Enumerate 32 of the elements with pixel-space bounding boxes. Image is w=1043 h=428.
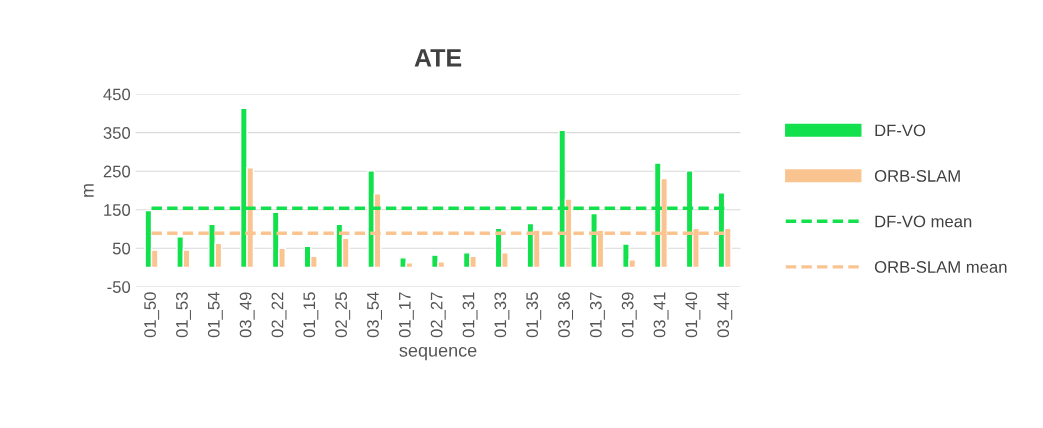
x-tick-label: 01_37	[589, 292, 605, 338]
y-tick-label: -50	[107, 281, 131, 293]
y-tick-label: 250	[103, 165, 131, 178]
x-tick-label: 02_27	[430, 292, 446, 338]
chart-title: ATE	[414, 49, 462, 67]
x-tick-label: 01_31	[462, 292, 478, 338]
x-tick-label: 03_49	[239, 292, 255, 338]
x-tick-label: 01_54	[207, 292, 223, 338]
legend-label: ORB-SLAM mean	[874, 261, 1007, 273]
x-tick-label: 01_39	[621, 292, 637, 338]
x-tick-label: 01_33	[494, 292, 510, 338]
y-tick-label: 450	[103, 88, 131, 101]
x-tick-label: 03_54	[367, 292, 382, 338]
x-tick-label: 02_25	[335, 292, 351, 338]
y-tick-label: 350	[103, 127, 131, 139]
x-tick-label: 01_53	[176, 292, 191, 338]
x-tick-label: 01_40	[685, 292, 701, 338]
x-tick-label: 01_35	[526, 292, 542, 338]
x-axis-title: sequence	[399, 346, 477, 361]
legend-label: ORB-SLAM	[874, 169, 960, 182]
x-tick-label: 02_22	[271, 292, 287, 338]
y-tick-label: 150	[104, 204, 131, 216]
x-tick-label: 03_36	[558, 292, 574, 338]
y-axis-title: m	[83, 184, 94, 197]
x-tick-label: 01_15	[303, 292, 319, 338]
x-tick-label: 03_44	[717, 292, 733, 338]
x-tick-label: 01_50	[144, 292, 160, 338]
x-tick-label: 03_41	[653, 292, 669, 338]
legend-label: DF-VO mean	[875, 215, 972, 228]
y-tick-label: 50	[112, 242, 131, 255]
legend-label: DF-VO	[875, 124, 926, 137]
x-tick-label: 01_17	[398, 292, 414, 338]
